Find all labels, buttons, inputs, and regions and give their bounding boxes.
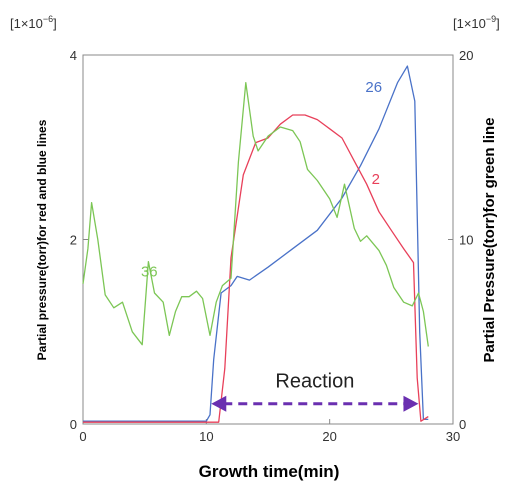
- right-y-tick-label: 20: [459, 48, 473, 63]
- right-y-tick-label: 10: [459, 233, 473, 248]
- x-tick-label: 20: [322, 429, 336, 444]
- x-tick-label: 10: [199, 429, 213, 444]
- right-y-axis-title: Partial Pressure(torr)for green line: [481, 117, 498, 362]
- reaction-arrow-right-icon: [403, 395, 419, 412]
- series-label-26: 26: [365, 79, 382, 96]
- series-label-2: 2: [372, 171, 380, 188]
- reaction-label: Reaction: [275, 371, 354, 393]
- left-y-axis-title: Partial pressure(torr)for red and blue l…: [35, 119, 49, 360]
- series-line-2: [83, 114, 429, 423]
- left-axis-multiplier: [1×10−6]: [10, 14, 57, 31]
- series-line-26: [83, 65, 429, 422]
- series-line-36: [82, 82, 429, 347]
- left-y-tick-label: 4: [70, 48, 77, 63]
- x-tick-label: 0: [79, 429, 86, 444]
- left-y-tick-label: 0: [70, 417, 77, 432]
- reaction-arrow-left-icon: [211, 395, 227, 412]
- series-label-36: 36: [141, 263, 158, 280]
- left-y-tick-label: 2: [70, 233, 77, 248]
- x-tick-label: 30: [446, 429, 460, 444]
- x-axis-title: Growth time(min): [199, 462, 340, 481]
- right-y-tick-label: 0: [459, 417, 466, 432]
- right-axis-multiplier: [1×10−9]: [453, 14, 500, 31]
